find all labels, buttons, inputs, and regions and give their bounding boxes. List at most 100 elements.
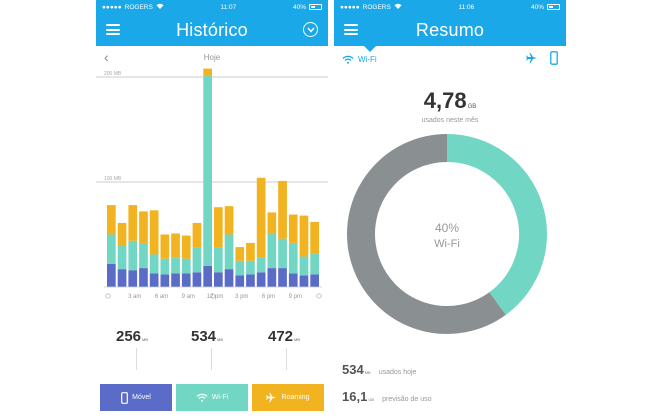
network-tabs: Móvel Wi-Fi Roaming — [100, 384, 324, 411]
mobile-phone-icon[interactable] — [550, 51, 558, 65]
bar-segment — [149, 210, 159, 255]
battery-icon — [309, 4, 322, 10]
bar-segment — [214, 247, 223, 273]
tab-mobile[interactable]: Móvel — [100, 384, 172, 411]
bar-segment — [192, 247, 202, 273]
total-wifi: 534 MB — [191, 328, 223, 345]
filter-dropdown-icon[interactable] — [303, 22, 318, 37]
total-roaming-unit: MB — [294, 337, 301, 342]
signal-dots-icon: ●●●●● — [102, 3, 122, 11]
bar-segment — [310, 221, 319, 254]
usage-donut-chart: 40% Wi-Fi — [347, 134, 547, 334]
bar-segment — [224, 269, 234, 287]
nav-bar: Histórico — [96, 14, 328, 46]
total-divider — [286, 348, 287, 370]
bar-segment — [107, 263, 116, 287]
bar-segment — [171, 233, 180, 258]
bar-segment — [214, 272, 223, 287]
bar-segment — [246, 242, 255, 261]
clock-icon — [316, 293, 322, 299]
date-selector: ‹ Hoje — [96, 46, 328, 68]
bar-segment — [278, 180, 287, 239]
page-title: Histórico — [176, 19, 248, 40]
airplane-icon[interactable] — [526, 52, 538, 64]
status-time: 11:07 — [220, 3, 237, 11]
gridline-label: 100 MB — [104, 176, 122, 182]
x-tick-label: 3 am — [128, 294, 141, 300]
bar-segment — [139, 211, 148, 243]
wifi-icon — [196, 393, 208, 402]
bar-segment — [107, 205, 116, 235]
menu-icon[interactable] — [344, 24, 358, 35]
clock-icon — [105, 293, 111, 299]
bar-segment — [160, 258, 170, 275]
x-tick-label: 6 am — [155, 294, 168, 300]
monthly-usage-caption: usados neste mês — [421, 117, 479, 124]
bar-segment — [299, 215, 309, 257]
total-divider — [136, 348, 137, 370]
bar-segment — [171, 273, 180, 287]
bar-segment — [160, 234, 170, 259]
bar-segment — [288, 214, 298, 243]
monthly-usage: 4,78GB — [334, 88, 566, 114]
stat-forecast-unit: GB — [368, 397, 375, 402]
bar-segment — [224, 234, 234, 270]
x-tick-label: 9 pm — [289, 294, 302, 300]
signal-dots-icon: ●●●●● — [340, 3, 360, 11]
bar-segment — [181, 235, 191, 259]
bar-segment — [256, 177, 266, 258]
bar-segment — [117, 246, 127, 270]
tab-mobile-label: Móvel — [132, 394, 151, 401]
total-mobile-value: 256 — [116, 328, 142, 345]
previous-day-button[interactable]: ‹ — [104, 49, 109, 65]
wifi-filter-button[interactable]: Wi-Fi — [342, 55, 377, 64]
stat-forecast: 16,1 GB previsão de uso — [342, 389, 432, 404]
menu-icon[interactable] — [106, 24, 120, 35]
stat-today-value: 534 — [342, 362, 364, 377]
bar-segment — [278, 268, 287, 287]
bar-segment — [203, 266, 212, 287]
bar-segment — [128, 270, 138, 287]
total-roaming-value: 472 — [268, 328, 294, 345]
bar-segment — [310, 274, 319, 287]
bar-segment — [139, 268, 148, 287]
bar-segment — [288, 242, 298, 274]
carrier-name: ROGERS — [362, 3, 391, 11]
bar-segment — [214, 207, 223, 248]
bar-segment — [288, 273, 298, 287]
usage-bar-chart: 200 MB 100 MB 3 am 6 am 9 am 12 pm 3 pm 6 pm 9 p… — [96, 68, 328, 300]
tab-wifi-label: Wi-Fi — [211, 394, 229, 401]
bar-segment — [267, 233, 277, 269]
nav-caret-indicator — [364, 46, 376, 52]
monthly-usage-unit: GB — [467, 104, 477, 110]
x-tick-label: 3 pm — [235, 294, 248, 300]
x-tick-label: 6 pm — [262, 294, 275, 300]
stat-today-label: usados hoje — [378, 369, 417, 376]
clock-icon — [210, 293, 216, 299]
bar-segment — [192, 222, 202, 248]
donut-center-label: Wi-Fi — [434, 238, 460, 250]
historico-screen: ●●●●● ROGERS 11:07 40% Histórico ‹ Hoje … — [96, 0, 328, 420]
bar-segment — [310, 253, 319, 275]
bar-segment — [117, 222, 127, 247]
summary-filter-bar: Wi-Fi — [334, 46, 566, 72]
gridline-label: 200 MB — [104, 71, 122, 77]
wifi-signal-icon — [394, 3, 402, 11]
nav-bar: Resumo — [334, 14, 566, 52]
wifi-filter-label: Wi-Fi — [358, 54, 377, 64]
stat-today-unit: MB — [364, 370, 371, 375]
bar-segment — [181, 258, 191, 274]
wifi-icon — [342, 55, 354, 64]
tab-wifi[interactable]: Wi-Fi — [176, 384, 248, 411]
status-bar: ●●●●● ROGERS 11:07 40% — [96, 0, 328, 14]
bar-segment — [128, 240, 138, 271]
wifi-signal-icon — [156, 3, 164, 11]
monthly-usage-value: 4,78 — [423, 88, 467, 113]
bar-segment — [235, 247, 245, 261]
total-roaming: 472 MB — [268, 328, 300, 345]
donut-slice — [446, 134, 547, 315]
bar-segment — [149, 254, 159, 274]
bar-segment — [267, 268, 277, 287]
bar-segment — [203, 75, 212, 266]
tab-roaming[interactable]: Roaming — [252, 384, 324, 411]
